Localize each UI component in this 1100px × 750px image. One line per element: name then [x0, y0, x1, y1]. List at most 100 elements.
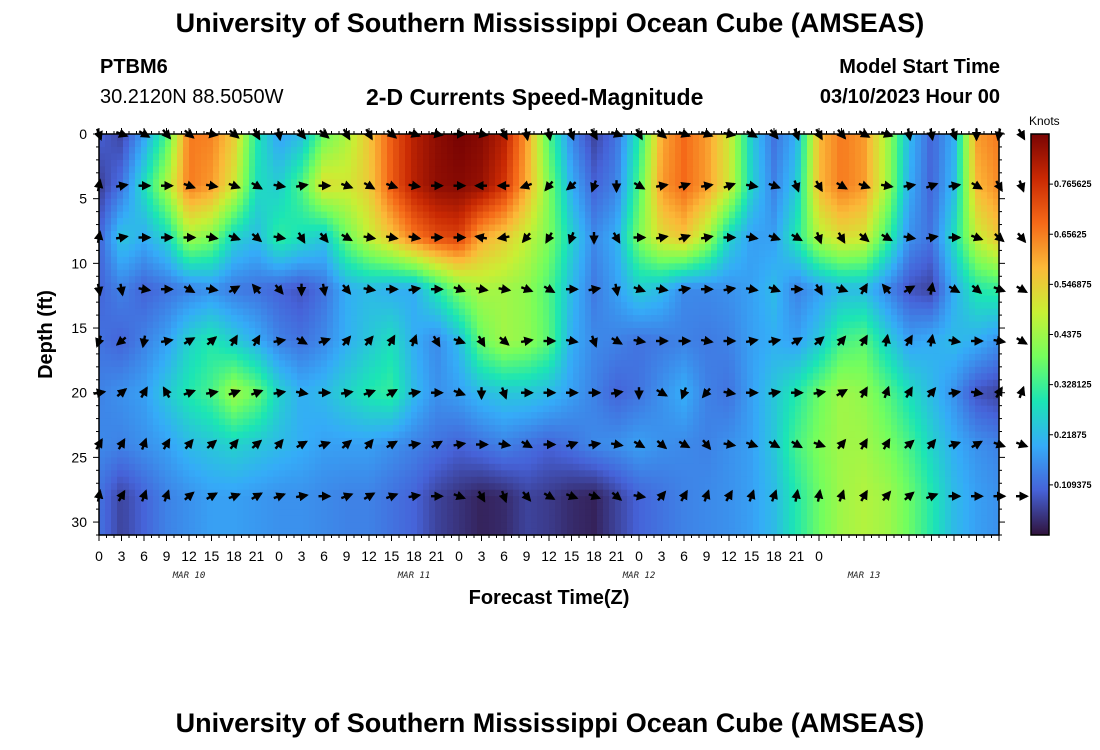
heatmap-cell	[255, 263, 262, 271]
heatmap-cell	[765, 237, 772, 245]
heatmap-cell	[345, 321, 352, 329]
heatmap-cell	[219, 347, 226, 355]
heatmap-cell	[699, 308, 706, 316]
heatmap-cell	[351, 340, 358, 349]
heatmap-cell	[303, 211, 310, 219]
heatmap-cell	[105, 146, 112, 155]
heatmap-cell	[891, 263, 898, 271]
heatmap-cell	[213, 308, 220, 316]
heatmap-cell	[765, 146, 772, 155]
heatmap-cell	[261, 256, 268, 264]
heatmap-cell	[633, 302, 640, 310]
heatmap-cell	[387, 315, 394, 323]
heatmap-cell	[291, 276, 298, 284]
heatmap-cell	[441, 295, 448, 303]
heatmap-cell	[777, 321, 784, 329]
heatmap-cell	[843, 256, 850, 264]
heatmap-cell	[783, 334, 790, 342]
heatmap-cell	[759, 231, 766, 239]
heatmap-cell	[597, 328, 604, 336]
heatmap-cell	[123, 185, 130, 193]
heatmap-cell	[555, 146, 562, 155]
heatmap-cell	[405, 334, 412, 342]
heatmap-cell	[483, 237, 490, 245]
heatmap-cell	[531, 218, 538, 226]
heatmap-cell	[915, 192, 922, 200]
heatmap-cell	[105, 231, 112, 239]
heatmap-cell	[195, 269, 202, 277]
heatmap-cell	[573, 211, 580, 219]
heatmap-cell	[663, 198, 670, 206]
heatmap-cell	[705, 328, 712, 336]
heatmap-cell	[351, 263, 358, 271]
heatmap-cell	[591, 328, 598, 336]
heatmap-cell	[861, 153, 868, 161]
heatmap-cell	[105, 134, 112, 142]
heatmap-cell	[237, 347, 244, 355]
heatmap-cell	[543, 276, 550, 284]
heatmap-cell	[333, 295, 340, 303]
heatmap-cell	[171, 282, 178, 290]
heatmap-cell	[525, 328, 532, 336]
heatmap-cell	[231, 205, 238, 213]
heatmap-cell	[585, 153, 592, 161]
heatmap-cell	[615, 198, 622, 206]
heatmap-cell	[369, 224, 376, 232]
heatmap-cell	[939, 295, 946, 303]
heatmap-cell	[387, 308, 394, 316]
heatmap-cell	[609, 134, 616, 142]
heatmap-cell	[903, 205, 910, 213]
heatmap-cell	[891, 334, 898, 342]
heatmap-cell	[825, 308, 832, 316]
heatmap-cell	[969, 315, 976, 323]
heatmap-cell	[219, 250, 226, 258]
heatmap-cell	[813, 308, 820, 316]
heatmap-cell	[897, 185, 904, 193]
heatmap-cell	[465, 340, 472, 349]
heatmap-cell	[651, 302, 658, 310]
heatmap-cell	[423, 166, 430, 174]
heatmap-cell	[297, 263, 304, 271]
heatmap-cell	[963, 185, 970, 193]
heatmap-cell	[873, 250, 880, 258]
heatmap-cell	[459, 166, 466, 174]
heatmap-cell	[297, 328, 304, 336]
heatmap-cell	[129, 269, 136, 277]
heatmap-cell	[291, 134, 298, 142]
heatmap-cell	[537, 334, 544, 342]
heatmap-cell	[849, 289, 856, 297]
heatmap-cell	[285, 192, 292, 200]
heatmap-cell	[363, 295, 370, 303]
heatmap-cell	[399, 224, 406, 232]
heatmap-cell	[405, 289, 412, 297]
heatmap-cell	[417, 146, 424, 155]
heatmap-cell	[345, 328, 352, 336]
heatmap-cell	[549, 218, 556, 226]
heatmap-cell	[849, 243, 856, 252]
heatmap-cell	[195, 289, 202, 297]
heatmap-cell	[951, 166, 958, 174]
heatmap-cell	[129, 340, 136, 349]
heatmap-cell	[579, 328, 586, 336]
heatmap-cell	[669, 198, 676, 206]
heatmap-cell	[219, 224, 226, 232]
heatmap-cell	[717, 224, 724, 232]
heatmap-cell	[327, 231, 334, 239]
heatmap-cell	[141, 250, 148, 258]
heatmap-cell	[393, 295, 400, 303]
heatmap-cell	[513, 289, 520, 297]
heatmap-cell	[135, 211, 142, 219]
heatmap-cell	[693, 185, 700, 193]
heatmap-cell	[357, 146, 364, 155]
heatmap-cell	[801, 308, 808, 316]
heatmap-cell	[381, 308, 388, 316]
heatmap-cell	[981, 166, 988, 174]
heatmap-cell	[585, 289, 592, 297]
heatmap-cell	[753, 263, 760, 271]
heatmap-cell	[141, 269, 148, 277]
heatmap-cell	[357, 308, 364, 316]
heatmap-cell	[609, 282, 616, 290]
heatmap-cell	[621, 302, 628, 310]
heatmap-cell	[507, 334, 514, 342]
heatmap-cell	[993, 166, 1000, 174]
